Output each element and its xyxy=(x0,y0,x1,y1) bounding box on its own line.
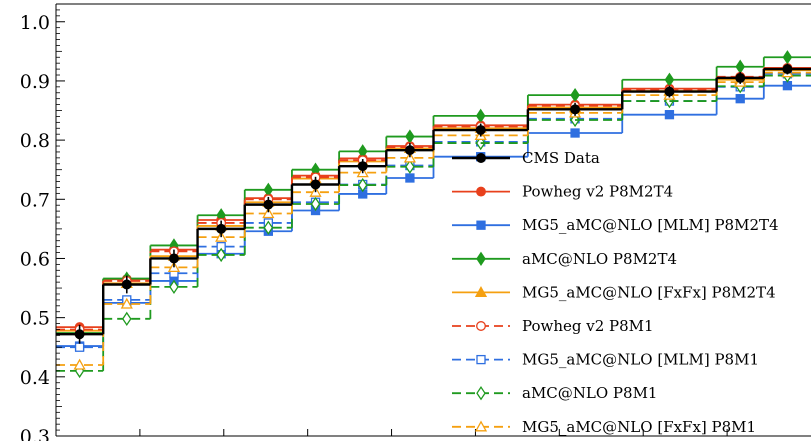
legend-label-0: CMS Data xyxy=(522,149,600,167)
series-2-marker-7 xyxy=(405,173,415,183)
series-8-marker-1 xyxy=(120,297,133,309)
y-tick-label-3: 0.6 xyxy=(20,248,50,270)
series-7-marker-7 xyxy=(405,159,415,174)
series-0-marker-0 xyxy=(74,329,85,340)
series-0-marker-1 xyxy=(121,279,132,290)
series-7-marker-4 xyxy=(263,220,274,235)
legend: CMS Data Powheg v2 P8M2T4 MG5_aMC@NLO [MLM… xyxy=(452,149,779,436)
y-tick-label-1: 0.4 xyxy=(20,367,50,389)
series-8-marker-7 xyxy=(403,151,417,163)
legend-swatch-marker-1 xyxy=(476,186,486,197)
series-0-marker-2 xyxy=(169,253,179,264)
series-3-marker-15 xyxy=(782,50,793,65)
legend-label-4: MG5_aMC@NLO [FxFx] P8M2T4 xyxy=(522,283,776,301)
series-0-marker-5 xyxy=(310,179,321,190)
series-layer xyxy=(56,50,811,379)
series-0-marker-3 xyxy=(216,223,227,234)
legend-item-2: MG5_aMC@NLO [MLM] P8M2T4 xyxy=(452,216,779,234)
series-7-marker-2 xyxy=(169,279,179,295)
legend-item-5: Powheg v2 P8M1 xyxy=(452,317,654,335)
series-7-marker-5 xyxy=(310,196,321,212)
legend-swatch-marker-8 xyxy=(474,420,488,432)
legend-swatch-marker-5 xyxy=(476,321,486,331)
legend-swatch-marker-7 xyxy=(476,386,486,401)
series-7-marker-6 xyxy=(357,177,368,193)
series-0-marker-14 xyxy=(735,73,746,83)
y-tick-label-5: 0.8 xyxy=(20,130,50,152)
series-3-marker-4 xyxy=(263,182,274,197)
legend-item-4: MG5_aMC@NLO [FxFx] P8M2T4 xyxy=(452,283,776,301)
y-tick-label-6: 0.9 xyxy=(20,71,50,93)
series-7-marker-3 xyxy=(216,247,226,263)
series-3-marker-14 xyxy=(735,59,745,74)
legend-swatch-marker-2 xyxy=(476,220,486,230)
legend-label-2: MG5_aMC@NLO [MLM] P8M2T4 xyxy=(522,216,779,234)
legend-item-0: CMS Data xyxy=(452,149,600,167)
y-tick-label-0: 0.3 xyxy=(20,426,50,441)
legend-label-7: aMC@NLO P8M1 xyxy=(522,384,657,402)
series-0 xyxy=(56,63,811,344)
series-6-marker-0 xyxy=(74,342,85,352)
y-tick-label-7: 1.0 xyxy=(20,12,50,34)
y-tick-label-2: 0.5 xyxy=(20,308,50,330)
series-8-marker-0 xyxy=(73,358,86,370)
legend-label-8: MG5_aMC@NLO [FxFx] P8M1 xyxy=(522,418,756,436)
legend-item-8: MG5_aMC@NLO [FxFx] P8M1 xyxy=(452,418,756,436)
series-7-marker-1 xyxy=(122,311,132,326)
series-0-marker-15 xyxy=(782,64,793,75)
y-tick-label-4: 0.7 xyxy=(20,189,50,211)
legend-label-1: Powheg v2 P8M2T4 xyxy=(522,183,673,201)
legend-item-6: MG5_aMC@NLO [MLM] P8M1 xyxy=(452,351,759,369)
series-0-marker-6 xyxy=(357,161,368,172)
legend-swatch-marker-3 xyxy=(476,251,486,266)
legend-item-1: Powheg v2 P8M2T4 xyxy=(452,183,673,201)
legend-item-3: aMC@NLO P8M2T4 xyxy=(452,250,677,268)
legend-label-5: Powheg v2 P8M1 xyxy=(522,317,654,335)
series-0-marker-7 xyxy=(404,145,415,156)
legend-label-3: aMC@NLO P8M2T4 xyxy=(522,250,677,268)
legend-swatch-marker-4 xyxy=(474,286,488,298)
legend-label-6: MG5_aMC@NLO [MLM] P8M1 xyxy=(522,351,759,369)
legend-swatch-marker-6 xyxy=(476,354,486,365)
series-0-marker-4 xyxy=(263,199,274,210)
legend-item-7: aMC@NLO P8M1 xyxy=(452,384,657,402)
series-3-marker-7 xyxy=(405,129,415,144)
legend-swatch-marker-0 xyxy=(476,153,486,163)
series-2-marker-14 xyxy=(735,94,745,104)
series-8-marker-4 xyxy=(262,207,275,219)
series-2-marker-15 xyxy=(782,81,793,91)
axes-layer: 0.3 0.4 0.5 0.6 0.7 0.8 0.9 1.0 xyxy=(20,3,811,441)
